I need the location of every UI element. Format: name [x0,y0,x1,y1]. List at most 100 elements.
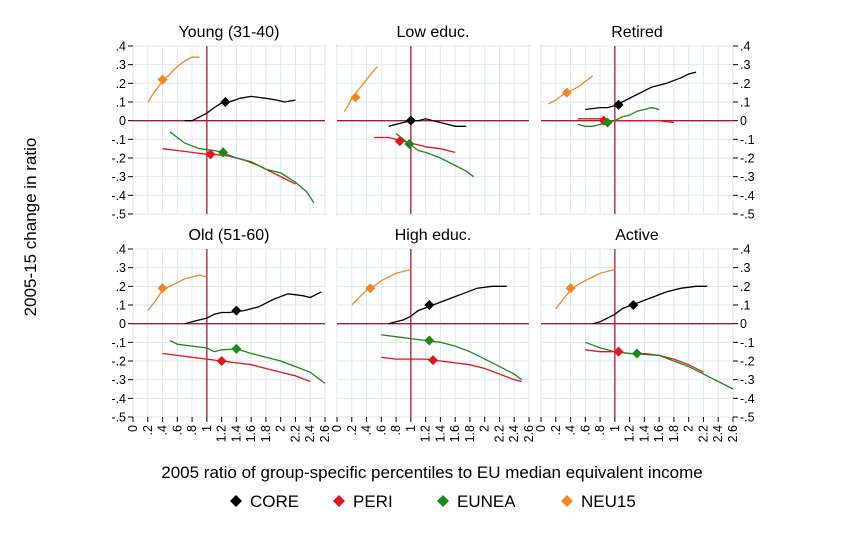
series-line-peri [577,118,674,124]
series-line-peri [162,352,311,383]
x-tick-label: 1.2 [215,425,229,442]
x-tick-label: .4 [360,425,374,435]
y-tick-label: 0 [119,114,126,128]
x-tick-label: 1 [200,425,214,432]
y-tick-label: -.5 [111,411,126,425]
panel: Active.4.3.2.10-.1-.2-.3-.4-.50.2.4.6.8 1… [534,227,755,442]
y-tick-label: -.3 [740,373,755,387]
y-tick-label: -.2 [111,355,126,369]
y-tick-label: -.1 [111,133,126,147]
series-line-neu15 [555,268,615,310]
y-tick-label: -.5 [740,208,755,222]
marker-neu15 [157,283,168,294]
x-tick-label: .8 [389,425,403,435]
series-line-eunea [169,131,315,204]
y-tick-label: 0 [740,317,747,331]
x-tick-label: 1 [404,425,418,432]
series-line-eunea [585,341,734,390]
panel-title: Low educ. [397,24,470,41]
x-tick-label: 1.6 [448,425,462,442]
x-tick-label: 2.2 [492,425,506,442]
y-tick-label: -.4 [740,189,755,203]
marker-neu15 [561,87,572,98]
series-line-peri [381,356,522,383]
y-tick-label: .4 [740,243,750,257]
marker-neu15 [365,283,376,294]
panel-title: Young (31-40) [179,24,280,41]
x-tick-label: 1.4 [433,425,447,442]
panel: Low educ. [336,24,530,215]
marker-eunea [218,147,229,158]
x-tick-label: 2 [274,425,288,432]
marker-core [405,115,416,126]
series-line-neu15 [343,66,379,112]
y-tick-label: -.1 [111,336,126,350]
y-tick-label: .2 [740,280,750,294]
y-tick-label: .3 [116,261,126,275]
y-tick-label: -.3 [111,373,126,387]
x-tick-label: 1.4 [229,425,243,442]
y-tick-label: .3 [740,58,750,72]
y-tick-label: .4 [116,40,126,54]
legend-marker-core [230,495,242,507]
legend-marker-eunea [437,495,449,507]
x-tick-label: .8 [185,425,199,435]
plot-frame [336,248,530,418]
y-tick-label: 0 [119,317,126,331]
series-line-core [592,285,708,325]
x-tick-label: .4 [156,425,170,435]
marker-peri [428,355,438,366]
plot-frame [132,45,326,215]
y-tick-label: .4 [116,243,126,257]
marker-neu15 [157,74,168,85]
marker-peri [394,136,405,147]
y-tick-label: -.3 [111,170,126,184]
plot-frame [132,248,326,418]
series-line-neu15 [147,56,200,103]
x-tick-label: .6 [374,425,388,435]
marker-peri [205,149,216,160]
series-line-neu15 [147,274,207,312]
marker-eunea [632,348,642,359]
series-line-core [388,118,467,127]
y-tick-label: 0 [740,114,747,128]
y-axis-label: 2005-15 change in ratio [21,138,40,317]
y-tick-label: -.1 [740,336,755,350]
y-tick-label: -.5 [740,411,755,425]
marker-core [220,97,231,107]
y-tick-label: -.5 [111,208,126,222]
x-tick-label: .4 [564,425,578,435]
panel-title: Old (51-60) [189,227,270,244]
x-tick-label: 2.6 [318,425,332,442]
panel-title: Active [615,227,659,244]
y-tick-label: -.4 [740,392,755,406]
x-tick-label: 2.2 [696,425,710,442]
x-tick-label: .8 [593,425,607,435]
x-tick-label: 2 [682,425,696,432]
marker-neu15 [565,283,576,294]
marker-neu15 [350,92,361,103]
plot-frame [540,248,734,418]
x-tick-label: 1.6 [652,425,666,442]
x-tick-label: 1 [608,425,622,432]
panel: Retired .4 .3 .2 .1 0 -.1 -.2 -.3 -.4 -.5 [540,24,755,222]
legend-marker-neu15 [561,495,573,507]
panel-title: Retired [611,24,663,41]
y-tick-label: .3 [116,58,126,72]
x-tick-label: 1.4 [637,425,651,442]
marker-core [613,99,624,110]
marker-peri [613,346,624,357]
y-tick-label: -.4 [111,392,126,406]
x-tick-label: 2.4 [711,425,725,442]
legend-label-core: CORE [250,492,299,511]
x-tick-label: 1.8 [667,425,681,442]
marker-eunea [404,139,415,149]
y-tick-label: .1 [116,299,126,313]
x-tick-label: 2.4 [303,425,317,442]
marker-eunea [602,117,613,128]
legend-marker-peri [333,495,345,507]
x-tick-label: 1.6 [244,425,258,442]
plot-frame [540,45,734,215]
series-line-eunea [381,334,522,381]
